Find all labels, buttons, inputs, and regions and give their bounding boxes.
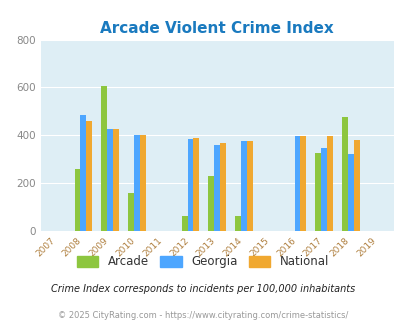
Bar	[214, 145, 220, 231]
Bar	[246, 141, 252, 231]
Bar	[107, 129, 113, 231]
Text: Crime Index corresponds to incidents per 100,000 inhabitants: Crime Index corresponds to incidents per…	[51, 284, 354, 294]
Bar	[234, 216, 241, 231]
Bar	[187, 139, 193, 231]
Text: © 2025 CityRating.com - https://www.cityrating.com/crime-statistics/: © 2025 CityRating.com - https://www.city…	[58, 312, 347, 320]
Bar	[315, 152, 320, 231]
Bar	[181, 216, 187, 231]
Legend: Arcade, Georgia, National: Arcade, Georgia, National	[73, 252, 332, 272]
Bar	[347, 154, 353, 231]
Bar	[300, 136, 305, 231]
Bar	[193, 138, 199, 231]
Bar	[113, 129, 119, 231]
Bar	[241, 141, 246, 231]
Title: Arcade Violent Crime Index: Arcade Violent Crime Index	[100, 21, 333, 36]
Bar	[134, 135, 140, 231]
Bar	[208, 177, 214, 231]
Bar	[75, 169, 80, 231]
Bar	[341, 117, 347, 231]
Bar	[101, 86, 107, 231]
Bar	[294, 136, 300, 231]
Bar	[140, 135, 145, 231]
Bar	[86, 121, 92, 231]
Bar	[220, 143, 226, 231]
Bar	[320, 148, 326, 231]
Bar	[80, 115, 86, 231]
Bar	[353, 140, 359, 231]
Bar	[326, 137, 332, 231]
Bar	[128, 193, 134, 231]
